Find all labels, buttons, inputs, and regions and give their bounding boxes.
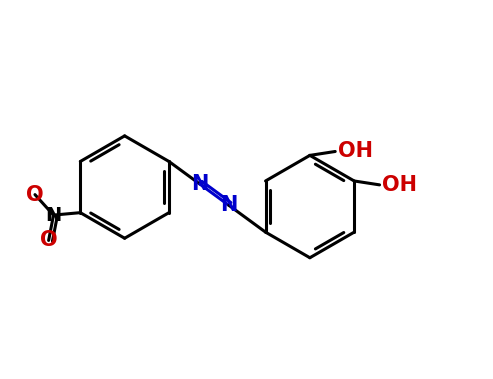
Text: N: N bbox=[220, 195, 238, 215]
Text: N: N bbox=[45, 205, 62, 225]
Text: OH: OH bbox=[338, 141, 373, 161]
Text: O: O bbox=[40, 230, 58, 251]
Text: OH: OH bbox=[382, 175, 417, 195]
Text: O: O bbox=[26, 185, 44, 205]
Text: N: N bbox=[191, 174, 209, 194]
